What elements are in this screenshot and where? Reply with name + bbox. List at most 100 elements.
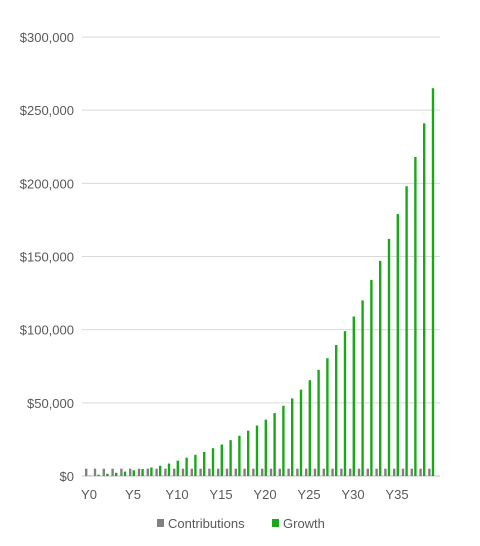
bar-growth-y7 [150,467,153,476]
bar-contributions-y21 [269,468,273,476]
bar-growth-y33 [379,260,382,476]
bar-contributions-y6 [137,468,141,476]
bar-growth-y13 [203,451,206,476]
bar-contributions-y17 [234,468,237,476]
bar-contributions-y9 [164,468,167,476]
bar-contributions-y3 [111,468,114,476]
bar-growth-y29 [343,331,347,476]
bar-contributions-y36 [401,468,405,476]
x-tick-label: Y30 [341,487,364,502]
x-tick-label: Y5 [125,487,141,502]
bar-contributions-y15 [217,468,220,476]
x-tick-label: Y15 [209,487,232,502]
x-tick-label: Y35 [385,487,408,502]
bar-growth-y24 [299,389,303,476]
bars [85,88,435,476]
x-axis-tick-labels: Y0 Y5 Y10 Y15 Y20 Y25 Y30 Y35 [81,487,409,502]
bar-contributions-y24 [296,468,299,476]
bar-contributions-y39 [428,468,431,476]
bar-growth-y14 [211,448,215,476]
x-tick-label: Y25 [297,487,320,502]
bar-contributions-y28 [331,468,334,476]
x-tick-label: Y10 [165,487,188,502]
y-tick-label: $300,000 [20,30,74,45]
bar-growth-y15 [220,444,223,476]
bar-growth-y25 [308,380,311,476]
legend-label-growth: Growth [283,516,325,531]
bar-contributions-y35 [393,468,396,476]
y-tick-label: $250,000 [20,103,74,118]
bar-growth-y21 [273,413,276,476]
bar-growth-y38 [423,123,426,476]
bar-contributions-y13 [199,468,202,476]
bar-growth-y26 [317,369,320,476]
legend-label-contributions: Contributions [168,516,245,531]
bar-contributions-y30 [349,468,352,476]
bar-growth-y5 [132,470,135,476]
bar-contributions-y5 [129,468,132,476]
bar-growth-y32 [370,279,373,476]
bar-contributions-y38 [419,468,422,476]
bar-growth-y2 [106,473,109,476]
bar-contributions-y27 [322,468,325,476]
bar-contributions-y22 [278,468,281,476]
bar-growth-y4 [123,471,127,476]
bar-contributions-y37 [410,468,413,476]
bar-contributions-y4 [120,468,123,476]
bar-contributions-y16 [225,468,229,476]
bar-growth-y35 [396,214,399,476]
legend: Contributions Growth [157,516,325,531]
bar-growth-y18 [247,430,250,476]
x-tick-label: Y0 [81,487,97,502]
bar-contributions-y29 [340,468,343,476]
bar-contributions-y32 [366,468,369,476]
bar-growth-y23 [291,398,294,476]
bar-contributions-y33 [375,468,378,476]
bar-contributions-y8 [155,468,158,476]
bar-contributions-y34 [384,468,387,476]
bar-growth-y12 [194,454,197,476]
bar-contributions-y25 [305,468,308,476]
bar-contributions-y19 [252,468,255,476]
x-tick-label: Y20 [253,487,276,502]
bar-growth-y30 [352,316,355,476]
bar-growth-y36 [405,186,408,476]
bar-growth-y8 [159,465,162,476]
bar-growth-y27 [326,358,329,476]
bar-growth-y28 [335,345,338,476]
bar-contributions-y12 [190,468,193,476]
bar-contributions-y31 [357,468,361,476]
bar-growth-y31 [361,300,364,476]
bar-growth-y37 [414,156,417,476]
bar-growth-y10 [176,460,179,476]
bar-growth-y20 [264,419,267,476]
bar-contributions-y11 [181,468,185,476]
bar-contributions-y2 [102,468,105,476]
y-tick-label: $200,000 [20,176,74,191]
bar-growth-y9 [167,463,171,476]
bar-growth-y19 [255,425,259,476]
bar-growth-y22 [282,405,285,476]
bar-growth-y1 [97,474,100,476]
bar-contributions-y1 [93,468,97,476]
y-tick-label: $150,000 [20,250,74,265]
bar-growth-y6 [141,468,144,476]
y-axis-tick-labels: $0 $50,000 $100,000 $150,000 $200,000 $250,00… [20,30,74,484]
bar-contributions-y23 [287,468,290,476]
bar-contributions-y26 [313,468,317,476]
bar-contributions-y20 [261,468,264,476]
bar-growth-y39 [431,88,435,476]
gridlines [82,36,440,477]
y-tick-label: $100,000 [20,323,74,338]
y-tick-label: $50,000 [27,396,74,411]
bar-contributions-y10 [173,468,176,476]
bar-contributions-y18 [243,468,246,476]
legend-swatch-growth [272,519,279,527]
y-tick-label: $0 [60,469,74,484]
bar-contributions-y0 [85,468,88,476]
bar-growth-y17 [238,435,241,476]
bar-contributions-y7 [146,468,149,476]
legend-swatch-contributions [157,519,164,527]
